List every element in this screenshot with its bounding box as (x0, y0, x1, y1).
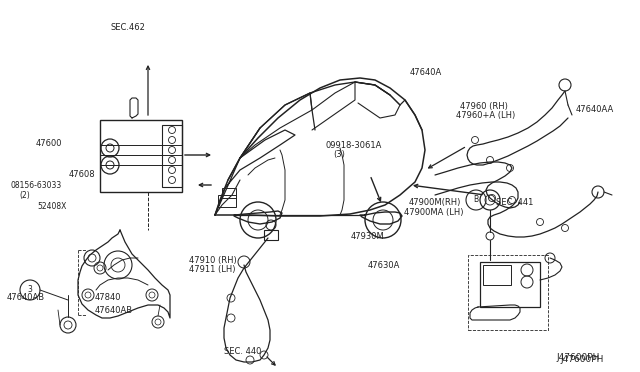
Bar (264, 230, 278, 240)
Text: 47640AA: 47640AA (576, 105, 614, 114)
Text: 47608: 47608 (69, 170, 96, 179)
Text: 09918-3061A: 09918-3061A (325, 141, 381, 150)
Text: 47640AB: 47640AB (95, 306, 133, 315)
Text: 08156-63033: 08156-63033 (10, 182, 61, 190)
Text: 52408X: 52408X (37, 202, 67, 211)
Text: 47900MA (LH): 47900MA (LH) (404, 208, 464, 217)
Text: J47600PH: J47600PH (560, 356, 604, 365)
Bar (222, 188, 236, 198)
Text: 47900M(RH): 47900M(RH) (408, 198, 461, 207)
Text: 47930M: 47930M (351, 232, 385, 241)
Text: (2): (2) (19, 191, 30, 200)
Text: 47640AB: 47640AB (6, 293, 45, 302)
Text: 47600: 47600 (35, 139, 61, 148)
Text: SEC.462: SEC.462 (110, 23, 145, 32)
Text: SEC. 440: SEC. 440 (224, 347, 261, 356)
Bar (483, 265, 511, 285)
Text: 47911 (LH): 47911 (LH) (189, 265, 236, 274)
Text: SEC. 441: SEC. 441 (496, 198, 533, 207)
Bar (480, 262, 540, 307)
Text: 47630A: 47630A (368, 262, 401, 270)
Text: (3): (3) (333, 150, 345, 159)
Bar (218, 195, 236, 207)
Text: B: B (474, 196, 479, 205)
Text: 47960 (RH): 47960 (RH) (460, 102, 508, 110)
Bar (100, 120, 182, 192)
Text: 47840: 47840 (95, 293, 121, 302)
Text: 47910 (RH): 47910 (RH) (189, 256, 237, 265)
Text: 47640A: 47640A (410, 68, 442, 77)
Bar (468, 255, 548, 330)
Text: J47600PH: J47600PH (557, 353, 600, 362)
Bar (162, 125, 182, 187)
Text: 47960+A (LH): 47960+A (LH) (456, 111, 515, 120)
Text: 3: 3 (28, 285, 33, 295)
